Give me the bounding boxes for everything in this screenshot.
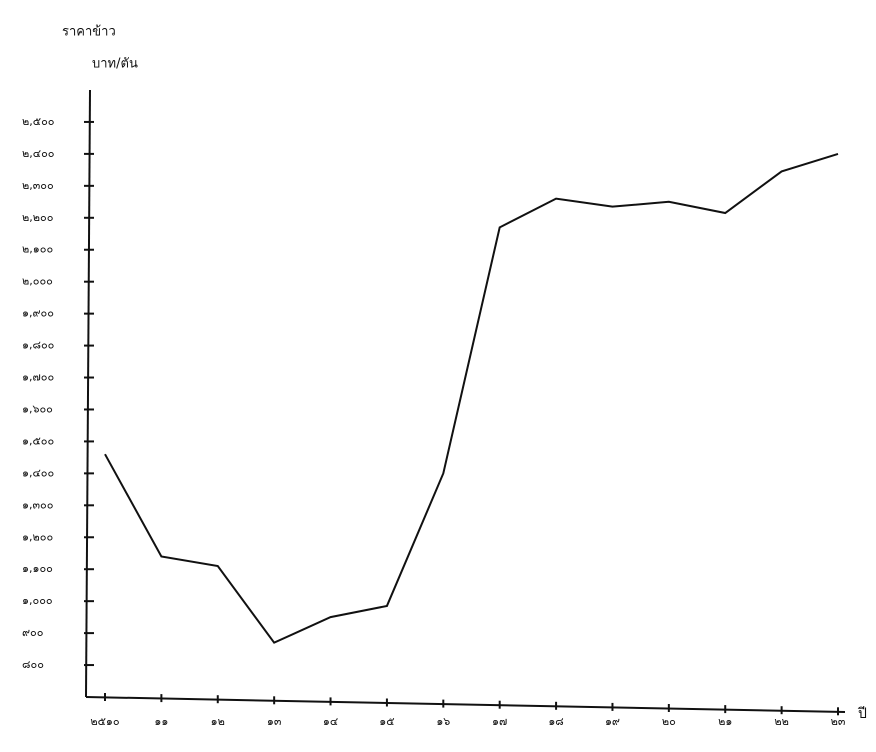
x-tick-label: ๑๗ <box>492 715 507 728</box>
y-tick-label: ๑,๘๐๐ <box>22 339 54 352</box>
y-tick-label: ๑,๕๐๐ <box>22 434 54 447</box>
x-tick-label: ๒๕๑๐ <box>90 715 119 728</box>
y-tick-label: ๒,๓๐๐ <box>22 179 54 192</box>
y-tick-label: ๑,๔๐๐ <box>22 466 54 479</box>
y-tick-label: ๒,๐๐๐ <box>22 275 53 288</box>
y-tick-label: ๘๐๐ <box>22 658 44 671</box>
y-tick-label: ๒,๒๐๐ <box>22 211 53 224</box>
x-tick-label: ๑๓ <box>267 715 282 728</box>
y-axis <box>85 89 91 698</box>
x-tick-label: ๑๘ <box>548 715 563 728</box>
x-tick-label: ๒๐ <box>662 715 676 728</box>
x-tick-label: ๑๙ <box>605 715 620 728</box>
x-tick-label: ๒๒ <box>774 715 789 728</box>
y-tick-label: ๑,๐๐๐ <box>22 594 53 607</box>
y-tick-label: ๒,๕๐๐ <box>22 115 55 128</box>
x-tick-label: ๒๓ <box>831 715 846 728</box>
x-tick-label: ๒๑ <box>718 715 732 728</box>
y-tick-label: ๒,๑๐๐ <box>22 243 53 256</box>
y-tick-label: ๙๐๐ <box>22 626 43 639</box>
y-title: ราคาข้าว <box>62 25 116 40</box>
x-axis <box>85 696 846 713</box>
x-tick-label: ๑๕ <box>379 715 394 728</box>
x-tick-label: ๑๖ <box>436 715 450 728</box>
y-tick-label: ๑,๒๐๐ <box>22 530 53 543</box>
data-line <box>104 152 839 644</box>
y-tick-label: ๑,๙๐๐ <box>22 307 54 320</box>
y-tick-label: ๑,๓๐๐ <box>22 498 53 511</box>
x-tick-label: ๑๑ <box>154 715 168 728</box>
y-tick-label: ๑,๑๐๐ <box>22 562 53 575</box>
y-tick-label: ๑,๗๐๐ <box>22 371 54 384</box>
y-unit: บาท/ตัน <box>92 57 138 72</box>
y-tick-label: ๒,๔๐๐ <box>22 147 55 160</box>
x-tick-label: ๑๔ <box>323 715 338 728</box>
x-tick-label: ๑๒ <box>211 715 225 728</box>
x-title: ปี <box>858 706 867 722</box>
y-tick-label: ๑,๖๐๐ <box>22 402 53 415</box>
